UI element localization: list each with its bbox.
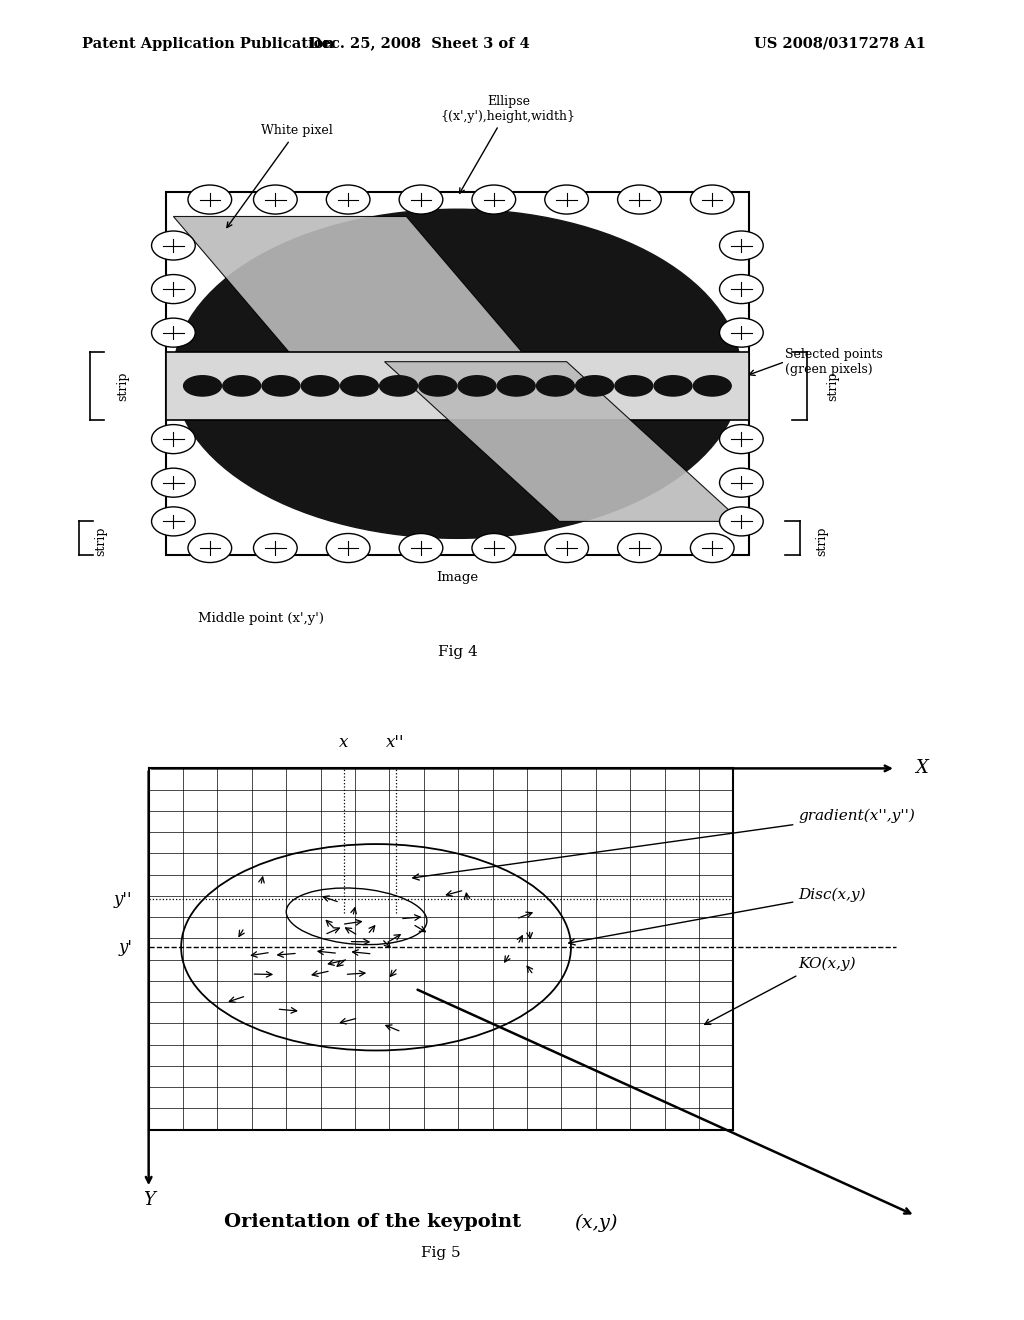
Ellipse shape xyxy=(458,376,496,396)
Circle shape xyxy=(690,185,734,214)
Circle shape xyxy=(188,533,231,562)
Circle shape xyxy=(720,318,763,347)
Circle shape xyxy=(254,533,297,562)
Text: White pixel: White pixel xyxy=(227,124,333,227)
Circle shape xyxy=(152,507,196,536)
Text: Selected points
(green pixels): Selected points (green pixels) xyxy=(785,347,883,376)
Text: Fig 5: Fig 5 xyxy=(421,1246,461,1261)
Text: KO(x,y): KO(x,y) xyxy=(799,957,856,972)
Circle shape xyxy=(720,425,763,454)
Circle shape xyxy=(720,275,763,304)
Text: Dec. 25, 2008  Sheet 3 of 4: Dec. 25, 2008 Sheet 3 of 4 xyxy=(309,37,530,50)
Ellipse shape xyxy=(301,376,339,396)
Circle shape xyxy=(399,533,442,562)
Text: gradient(x'',y''): gradient(x'',y'') xyxy=(413,809,915,880)
Circle shape xyxy=(152,231,196,260)
Circle shape xyxy=(327,533,370,562)
Ellipse shape xyxy=(380,376,418,396)
Ellipse shape xyxy=(537,376,574,396)
Text: strip: strip xyxy=(116,371,129,401)
Ellipse shape xyxy=(575,376,613,396)
Text: x'': x'' xyxy=(386,734,404,751)
Text: Disc(x,y): Disc(x,y) xyxy=(568,888,866,945)
Text: strip: strip xyxy=(94,525,108,556)
Circle shape xyxy=(327,185,370,214)
Ellipse shape xyxy=(693,376,731,396)
Ellipse shape xyxy=(262,376,300,396)
Text: x: x xyxy=(339,734,348,751)
Circle shape xyxy=(617,185,662,214)
Text: X: X xyxy=(915,759,928,777)
Circle shape xyxy=(152,425,196,454)
Ellipse shape xyxy=(654,376,692,396)
Ellipse shape xyxy=(223,376,261,396)
Bar xyxy=(166,352,749,420)
Circle shape xyxy=(690,533,734,562)
Ellipse shape xyxy=(183,376,221,396)
Circle shape xyxy=(152,318,196,347)
Circle shape xyxy=(472,533,516,562)
Text: Orientation of the keypoint: Orientation of the keypoint xyxy=(224,1213,528,1232)
Text: strip: strip xyxy=(815,525,828,556)
Circle shape xyxy=(472,185,516,214)
Text: Middle point (x',y'): Middle point (x',y') xyxy=(198,611,324,624)
Text: Fig 4: Fig 4 xyxy=(437,645,477,659)
Circle shape xyxy=(152,469,196,498)
Text: Image: Image xyxy=(436,570,478,583)
Ellipse shape xyxy=(340,376,378,396)
Bar xyxy=(166,193,749,556)
Polygon shape xyxy=(173,216,530,362)
Circle shape xyxy=(720,231,763,260)
Ellipse shape xyxy=(419,376,457,396)
Circle shape xyxy=(545,533,589,562)
Circle shape xyxy=(188,185,231,214)
Ellipse shape xyxy=(614,376,652,396)
Text: Patent Application Publication: Patent Application Publication xyxy=(82,37,334,50)
Polygon shape xyxy=(385,362,741,521)
Text: (x,y): (x,y) xyxy=(574,1213,617,1232)
Ellipse shape xyxy=(498,376,536,396)
Circle shape xyxy=(720,469,763,498)
Circle shape xyxy=(720,507,763,536)
Circle shape xyxy=(617,533,662,562)
Text: y': y' xyxy=(119,939,132,956)
Circle shape xyxy=(254,185,297,214)
Circle shape xyxy=(545,185,589,214)
Text: strip: strip xyxy=(826,371,839,401)
Circle shape xyxy=(152,275,196,304)
Text: US 2008/0317278 A1: US 2008/0317278 A1 xyxy=(754,37,926,50)
Text: Ellipse
{(x',y'),height,width}: Ellipse {(x',y'),height,width} xyxy=(441,95,575,193)
Circle shape xyxy=(399,185,442,214)
Text: y'': y'' xyxy=(114,891,132,908)
Ellipse shape xyxy=(173,209,741,539)
Text: Y: Y xyxy=(142,1191,155,1209)
